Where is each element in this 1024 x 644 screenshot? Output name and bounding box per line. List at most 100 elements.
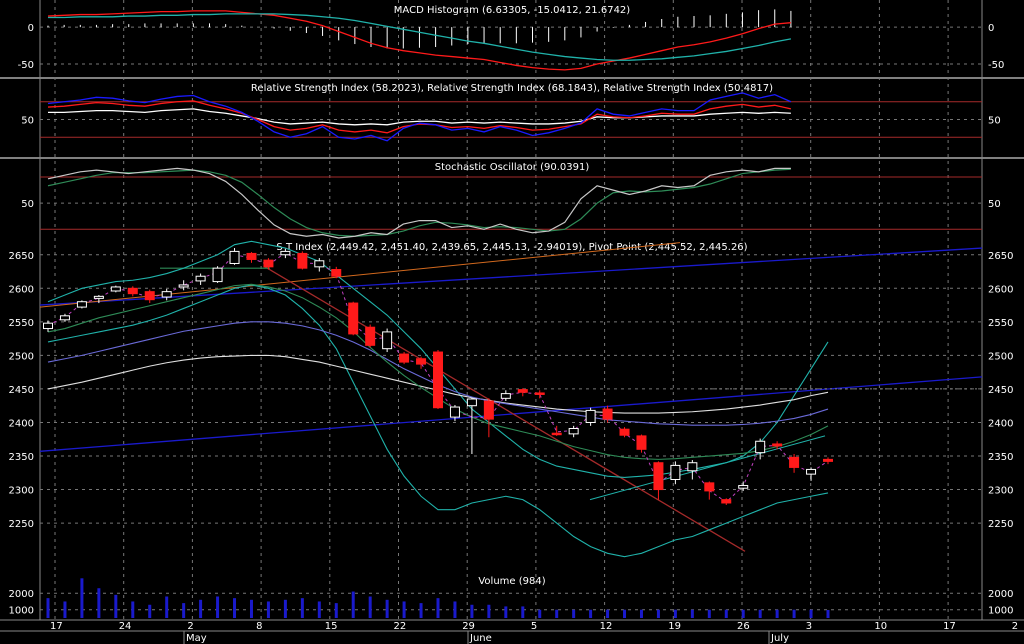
volume-bar	[555, 609, 559, 618]
candle-body	[229, 250, 240, 264]
volume-bar	[266, 601, 270, 618]
volume-panel: Volume (984)	[46, 576, 830, 618]
y-tick-label-left: 2350	[9, 452, 34, 463]
candle-body	[772, 443, 783, 447]
x-day-label: 17	[943, 621, 956, 632]
candle-body	[534, 392, 545, 395]
y-tick-label-left: 2650	[9, 251, 34, 262]
x-day-label: 3	[806, 621, 812, 632]
x-month-label: May	[186, 633, 207, 644]
y-tick-label-left: 2000	[9, 589, 34, 600]
volume-bar	[741, 609, 745, 618]
y-tick-label-right: 2450	[988, 385, 1013, 396]
volume-bar	[521, 606, 525, 618]
candle-body	[382, 331, 393, 350]
upper-channel-line	[39, 247, 983, 306]
volume-bar	[46, 598, 50, 618]
x-day-label: 2	[187, 621, 193, 632]
y-tick-label-right: 0	[988, 23, 994, 34]
volume-bar	[351, 591, 355, 618]
y-tick-label-right: 1000	[988, 606, 1013, 617]
volume-bar	[249, 599, 253, 618]
support-line	[589, 435, 826, 501]
candle-body	[331, 269, 342, 277]
volume-title: Volume (984)	[478, 576, 545, 587]
candle-body	[789, 456, 800, 468]
volume-bar	[402, 601, 406, 618]
volume-bar	[487, 604, 491, 618]
price-title: S T Index (2,449.42, 2,451.40, 2,439.65,…	[276, 242, 747, 253]
candle-body	[500, 393, 511, 399]
x-day-label: 5	[531, 621, 537, 632]
y-tick-label-right: 50	[988, 199, 1001, 210]
candle-body	[246, 252, 257, 260]
volume-bar	[792, 609, 796, 618]
y-tick-label-left: 2600	[9, 284, 34, 295]
x-day-label: 12	[600, 621, 613, 632]
volume-bar	[419, 603, 423, 618]
candle-body	[195, 275, 206, 282]
candle-body	[483, 400, 494, 420]
volume-bar	[538, 609, 542, 618]
volume-bar	[724, 609, 728, 618]
x-month-label: June	[469, 633, 492, 644]
volume-bar	[572, 609, 576, 618]
candle-body	[585, 409, 596, 423]
candle-body	[687, 462, 698, 472]
x-day-label: 26	[737, 621, 750, 632]
candle-body	[806, 468, 817, 475]
y-tick-label-left: 2550	[9, 318, 34, 329]
volume-bar	[182, 603, 186, 618]
x-day-label: 24	[119, 621, 132, 632]
y-tick-label-right: 50	[988, 116, 1001, 127]
candle-body	[823, 458, 833, 462]
volume-bar	[165, 596, 169, 618]
candle-body	[161, 291, 172, 298]
y-tick-label-right: -50	[988, 60, 1004, 71]
y-tick-label-left: 0	[28, 23, 34, 34]
axis-ticks: 0 0 -50 -50 50 50 50 50 2650 2650 2600 2600 2550 2550…	[9, 23, 1014, 617]
y-tick-label-right: 2350	[988, 452, 1013, 463]
y-tick-label-right: 2300	[988, 486, 1013, 497]
candle-body	[449, 406, 460, 418]
volume-bar	[826, 609, 830, 618]
candle-body	[59, 315, 70, 321]
stochastic-k-line	[47, 167, 791, 239]
gridlines	[40, 0, 982, 620]
volume-bar	[775, 609, 779, 618]
y-tick-label-left: 2500	[9, 351, 34, 362]
stochastic-d-line	[47, 168, 791, 237]
volume-bar	[385, 599, 389, 618]
volume-bar	[809, 609, 813, 618]
volume-bar	[334, 603, 338, 618]
volume-bar	[63, 601, 67, 618]
candle-body	[127, 287, 138, 295]
candle-body	[365, 326, 376, 346]
macd-signal-line	[48, 13, 792, 61]
candle-body	[212, 267, 223, 283]
volume-bar	[758, 609, 762, 618]
candle-body	[636, 435, 647, 450]
volume-bar	[690, 609, 694, 618]
rsi-long-line	[48, 108, 791, 126]
y-tick-label-right: 2400	[988, 418, 1013, 429]
volume-bar	[80, 578, 84, 618]
volume-bar	[436, 598, 440, 618]
x-day-label: 17	[50, 621, 63, 632]
candle-body	[738, 485, 749, 489]
candle-body	[43, 322, 53, 330]
x-day-label: 2	[1012, 621, 1018, 632]
y-tick-label-left: 50	[21, 199, 34, 210]
stochastic-title: Stochastic Oscillator (90.0391)	[435, 162, 590, 173]
rsi-title: Relative Strength Index (58.2023), Relat…	[251, 83, 773, 94]
y-tick-label-left: 2400	[9, 418, 34, 429]
x-day-label: 22	[394, 621, 407, 632]
candle-body	[399, 353, 410, 363]
volume-bar	[707, 609, 711, 618]
candle-body	[110, 286, 121, 292]
rsi-panel: Relative Strength Index (58.2023), Relat…	[40, 83, 982, 142]
candle-body	[670, 464, 681, 480]
macd-line	[47, 10, 791, 71]
